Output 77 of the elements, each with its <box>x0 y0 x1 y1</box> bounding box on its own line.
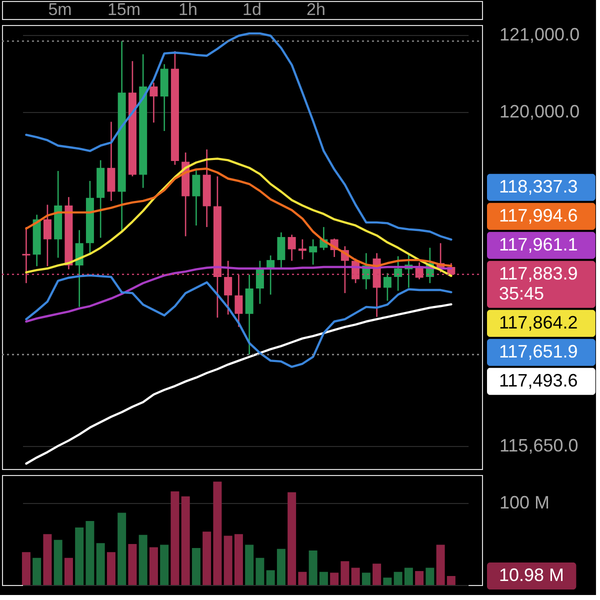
candlestick <box>383 272 392 302</box>
candlestick <box>43 204 52 267</box>
candlestick <box>309 238 318 266</box>
bar <box>128 544 137 585</box>
text: 117,493.6 <box>499 370 578 390</box>
bar <box>118 512 126 585</box>
line-series <box>25 274 452 368</box>
bar <box>192 548 200 585</box>
bar <box>256 558 264 585</box>
bar <box>404 568 413 585</box>
bar <box>266 570 275 585</box>
candlestick <box>394 256 402 292</box>
bar <box>372 564 382 585</box>
line-series <box>25 32 452 241</box>
line-series <box>25 303 452 465</box>
text: 118,337.3 <box>499 176 578 196</box>
bar <box>276 548 286 585</box>
bar <box>340 561 350 585</box>
candlestick <box>256 260 264 304</box>
candlestick <box>298 238 306 260</box>
bar <box>362 572 370 585</box>
text: 10.98 M <box>499 564 564 585</box>
bar <box>75 528 84 585</box>
bar <box>319 572 328 585</box>
y-tick-label: 120,000.0 <box>500 101 580 122</box>
text: 1h <box>178 0 198 19</box>
bar <box>426 568 434 585</box>
bar <box>436 544 445 585</box>
bar <box>106 552 116 585</box>
bar <box>245 544 254 585</box>
bar <box>170 491 180 585</box>
bar <box>160 544 169 585</box>
bar <box>32 558 42 585</box>
text: 5m <box>48 0 72 19</box>
bar <box>54 540 62 585</box>
bar <box>351 568 360 585</box>
bar <box>330 572 339 585</box>
text: 117,651.9 <box>499 341 578 362</box>
bar <box>181 496 190 585</box>
y-tick-label: 100 M <box>500 492 550 512</box>
bar <box>138 534 148 585</box>
candlestick <box>192 168 200 226</box>
text: 117,864.2 <box>499 312 578 332</box>
bar <box>224 536 232 585</box>
bar <box>213 482 222 585</box>
text: 2h <box>306 0 326 19</box>
candlestick <box>75 229 84 308</box>
bar <box>415 571 424 585</box>
bar <box>394 572 402 585</box>
bar <box>202 532 212 585</box>
candlestick <box>277 232 286 270</box>
bar <box>234 534 243 585</box>
candlestick <box>22 226 30 284</box>
y-tick-label: 115,650.0 <box>500 435 578 456</box>
text: 15m <box>107 0 141 19</box>
candlestick <box>234 274 243 328</box>
line-series <box>25 158 452 277</box>
bar <box>149 547 158 585</box>
y-tick-label: 121,000.0 <box>500 24 580 44</box>
candlestick <box>224 260 232 316</box>
bar <box>298 572 307 585</box>
bar <box>308 550 318 585</box>
candlestick <box>150 82 158 124</box>
bar <box>86 520 94 585</box>
bar <box>288 492 296 585</box>
bar <box>43 534 52 585</box>
bar <box>383 578 392 585</box>
bar <box>22 552 30 585</box>
text: 117,961.1 <box>499 234 578 254</box>
text: 117,994.6 <box>499 205 578 226</box>
ref-line-label: 117,883.9 35:45 <box>499 263 578 304</box>
text: 1d <box>242 0 262 19</box>
candlestick <box>288 234 296 262</box>
bar <box>446 576 456 585</box>
candlestick <box>107 121 116 202</box>
bar <box>96 543 105 585</box>
bar <box>64 558 73 585</box>
